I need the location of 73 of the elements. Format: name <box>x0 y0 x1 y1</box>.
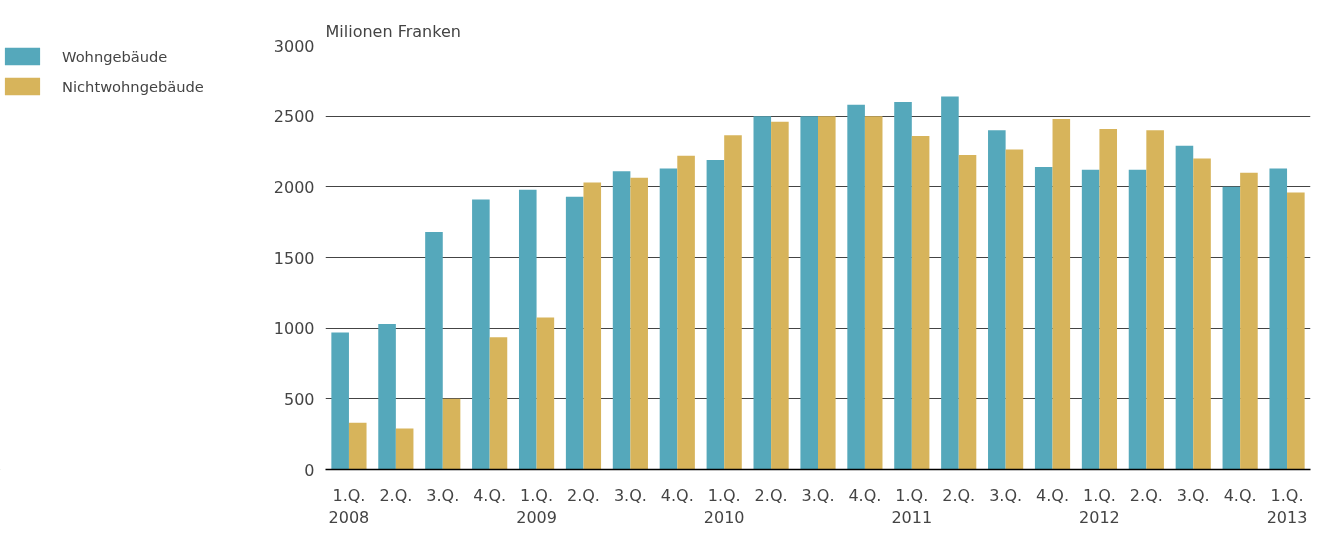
bar <box>724 135 742 470</box>
bar <box>612 171 631 470</box>
bar <box>941 96 959 470</box>
bar <box>911 135 930 470</box>
bar <box>753 116 772 470</box>
y-tick-label: 2500 <box>273 107 315 127</box>
bar <box>1081 169 1100 470</box>
bar <box>1240 172 1258 470</box>
bar <box>800 116 818 470</box>
x-tick-label: 2.Q. <box>567 485 600 505</box>
x-tick-label: 1.Q. 2008 <box>328 485 370 528</box>
bar <box>1269 168 1288 470</box>
x-tick-label: 3.Q. <box>801 485 835 505</box>
y-tick-label: 1500 <box>273 248 315 268</box>
bar <box>331 332 349 470</box>
bar <box>348 422 367 470</box>
bar <box>659 168 678 470</box>
bar <box>1222 186 1241 470</box>
bar <box>378 323 396 470</box>
bar <box>1128 169 1147 470</box>
x-tick-label: 1.Q. 2012 <box>1079 485 1120 528</box>
x-tick-label: 4.Q. <box>473 485 507 505</box>
bar <box>1005 149 1024 470</box>
bar <box>706 159 725 470</box>
x-tick-label: 1.Q. 2011 <box>891 485 933 528</box>
x-tick-label: 3.Q. <box>1176 485 1210 505</box>
x-tick-label: 2.Q. <box>379 485 413 505</box>
bar <box>677 155 695 470</box>
bar <box>818 116 836 470</box>
x-tick-label: 3.Q. <box>989 485 1023 505</box>
x-tick-label: 4.Q. <box>1223 485 1257 505</box>
bar <box>442 398 461 470</box>
bar <box>1193 158 1211 470</box>
bar <box>1146 130 1164 470</box>
bar <box>1034 167 1053 470</box>
bar <box>472 199 490 470</box>
bar <box>630 177 648 470</box>
bar <box>988 130 1006 470</box>
y-axis-title: Milionen Franken <box>325 21 461 41</box>
bar <box>518 189 537 470</box>
bar <box>1099 128 1118 470</box>
x-tick-label: 3.Q. <box>426 485 460 505</box>
x-tick-label: 1.Q. 2010 <box>703 485 745 528</box>
bar <box>536 317 555 470</box>
bar <box>489 337 508 470</box>
bar <box>583 182 602 470</box>
x-tick-label: 2.Q. <box>754 485 788 505</box>
y-tick-label: 1000 <box>273 319 315 339</box>
x-tick-label: 4.Q. <box>1036 485 1069 505</box>
legend-label: Nichtwohngebäude <box>62 77 204 95</box>
bar <box>958 155 977 470</box>
x-tick-label: 2.Q. <box>1129 485 1163 505</box>
bar <box>1287 192 1305 470</box>
x-tick-label: 2.Q. <box>942 485 976 505</box>
x-tick-label: 1.Q. 2013 <box>1266 485 1308 528</box>
y-tick-label: 3000 <box>273 36 315 56</box>
bar <box>771 121 789 470</box>
bar <box>425 232 443 470</box>
x-tick-label: 1.Q. 2009 <box>516 485 557 528</box>
bar <box>1052 118 1071 470</box>
bar <box>847 104 865 470</box>
legend-label: Wohngebäude <box>62 47 168 65</box>
x-tick-label: 3.Q. <box>613 485 647 505</box>
bar <box>864 116 883 470</box>
bar <box>395 428 414 470</box>
y-tick-label: 2000 <box>273 177 315 197</box>
bar <box>565 196 584 470</box>
y-tick-label: 500 <box>283 389 315 409</box>
y-tick-label: 0 <box>304 460 315 480</box>
x-tick-label: 4.Q. <box>660 485 694 505</box>
bar <box>1175 145 1194 470</box>
x-tick-label: 4.Q. <box>848 485 882 505</box>
bar <box>894 102 912 470</box>
